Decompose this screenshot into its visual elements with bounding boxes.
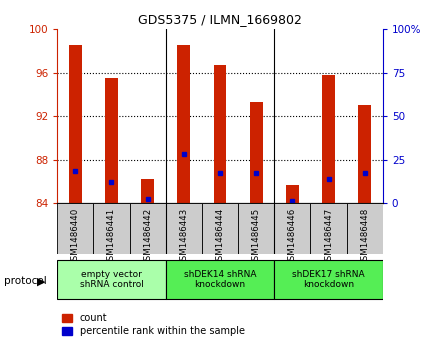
Bar	[177, 45, 190, 203]
Title: GDS5375 / ILMN_1669802: GDS5375 / ILMN_1669802	[138, 13, 302, 26]
FancyBboxPatch shape	[311, 203, 347, 254]
FancyBboxPatch shape	[347, 203, 383, 254]
FancyBboxPatch shape	[238, 203, 274, 254]
Bar	[141, 179, 154, 203]
Text: empty vector
shRNA control: empty vector shRNA control	[80, 270, 143, 289]
Text: GSM1486440: GSM1486440	[71, 207, 80, 266]
Bar	[69, 45, 82, 203]
Bar	[214, 65, 226, 203]
Text: ▶: ▶	[37, 276, 46, 286]
Bar	[322, 75, 335, 203]
Text: GSM1486447: GSM1486447	[324, 207, 333, 266]
Text: GSM1486444: GSM1486444	[216, 207, 224, 266]
Bar	[286, 185, 299, 203]
FancyBboxPatch shape	[93, 203, 129, 254]
Bar	[250, 102, 263, 203]
Text: shDEK17 shRNA
knockdown: shDEK17 shRNA knockdown	[292, 270, 365, 289]
FancyBboxPatch shape	[57, 203, 93, 254]
Text: GSM1486448: GSM1486448	[360, 207, 369, 266]
FancyBboxPatch shape	[166, 203, 202, 254]
Text: protocol: protocol	[4, 276, 47, 286]
FancyBboxPatch shape	[274, 203, 311, 254]
FancyBboxPatch shape	[129, 203, 166, 254]
FancyBboxPatch shape	[202, 203, 238, 254]
Legend: count, percentile rank within the sample: count, percentile rank within the sample	[62, 313, 245, 337]
FancyBboxPatch shape	[274, 260, 383, 299]
Text: shDEK14 shRNA
knockdown: shDEK14 shRNA knockdown	[184, 270, 256, 289]
Bar	[105, 78, 118, 203]
FancyBboxPatch shape	[57, 260, 166, 299]
Text: GSM1486441: GSM1486441	[107, 207, 116, 266]
Bar	[359, 105, 371, 203]
Text: GSM1486442: GSM1486442	[143, 207, 152, 266]
FancyBboxPatch shape	[166, 260, 274, 299]
Text: GSM1486445: GSM1486445	[252, 207, 260, 266]
Text: GSM1486443: GSM1486443	[180, 207, 188, 266]
Text: GSM1486446: GSM1486446	[288, 207, 297, 266]
